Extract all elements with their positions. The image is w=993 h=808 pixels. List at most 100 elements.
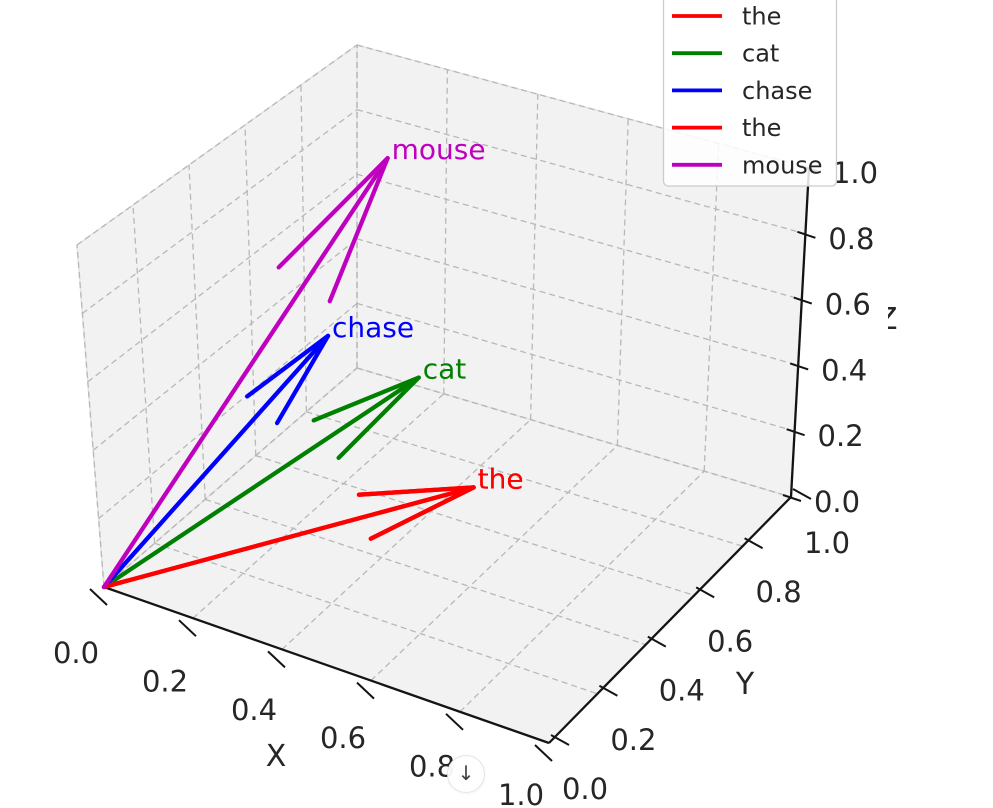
- x-tick-label: 0.6: [320, 721, 366, 755]
- z-tick-label: 0.6: [825, 288, 871, 322]
- grid-floor-y: [255, 454, 695, 597]
- legend: the cat chase the mouse: [662, 0, 838, 187]
- grid-floor-y: [306, 411, 743, 547]
- grid-floor-x: [370, 444, 618, 682]
- grid-floor-y: [154, 542, 598, 695]
- z-axis-spine: [789, 167, 811, 498]
- vector-arrow-mouse: [101, 156, 390, 590]
- arrow-head-barb: [368, 485, 476, 541]
- legend-label: the: [742, 3, 781, 31]
- x-tick-mark: [267, 650, 286, 669]
- word-label-chase: chase: [332, 311, 414, 344]
- legend-entry: the: [672, 3, 781, 31]
- z-tick-mark: [782, 494, 802, 502]
- arrow-shaft: [101, 156, 390, 590]
- arrow-head-barb: [327, 156, 390, 304]
- arrow-head-barb: [356, 485, 476, 497]
- legend-label: cat: [742, 40, 779, 68]
- x-tick-label: 1.0: [498, 778, 544, 808]
- z-tick-label: 0.8: [828, 222, 874, 256]
- grid-leftwall-y: [188, 164, 206, 500]
- z-tick-mark: [793, 296, 813, 305]
- y-axis-spine: [548, 496, 792, 744]
- legend-label: mouse: [742, 151, 823, 179]
- y-tick-label: 1.0: [804, 526, 850, 560]
- grid-floor-x: [281, 419, 532, 650]
- grid-leftwall-z: [87, 173, 358, 383]
- word-label-the: the: [478, 462, 524, 495]
- word-label-mouse: mouse: [392, 133, 486, 166]
- grid-leftwall-z: [76, 44, 358, 246]
- legend-entry: cat: [672, 40, 779, 68]
- z-tick-mark: [789, 362, 809, 371]
- y-tick-label: 0.2: [610, 723, 656, 757]
- z-tick-label: 1.0: [832, 156, 878, 190]
- grid-backwall-x: [616, 118, 629, 446]
- z-tick-label: 0.4: [821, 353, 867, 387]
- arrow-shaft: [101, 333, 331, 590]
- grid-floor-y: [204, 498, 647, 646]
- z-tick-label: 0.2: [818, 419, 864, 453]
- x-axis-title: X: [266, 739, 287, 774]
- grid-leftwall-y: [300, 84, 308, 412]
- grid-leftwall-y: [132, 204, 156, 544]
- x-tick-mark: [356, 681, 375, 700]
- z-tick-mark: [786, 428, 805, 437]
- y-tick-mark: [695, 586, 715, 599]
- arrow-head-barb: [276, 156, 390, 270]
- grid-backwall-z: [356, 173, 802, 301]
- z-tick-mark: [797, 230, 816, 239]
- y-tick-mark: [598, 684, 618, 697]
- legend-entry: the: [672, 114, 781, 142]
- z-axis-title: Z: [877, 302, 898, 337]
- legend-entry: mouse: [672, 151, 823, 179]
- legend-label: chase: [742, 77, 812, 105]
- grid-backwall-z: [356, 238, 799, 367]
- y-tick-label: 0.8: [756, 575, 802, 609]
- y-tick-label: 0.6: [707, 624, 753, 658]
- y-axis-title: Y: [735, 667, 755, 702]
- x-axis-spine: [103, 585, 550, 745]
- x-tick-mark: [178, 619, 197, 637]
- x-tick-label: 0.4: [231, 693, 277, 727]
- scroll-down-button[interactable]: ↓: [447, 755, 485, 793]
- grid-backwall-z: [356, 108, 806, 235]
- y-tick-mark: [792, 488, 812, 500]
- grid-leftwall-z: [82, 109, 358, 314]
- z-tick-label: 0.0: [814, 485, 860, 519]
- arrow-shaft: [101, 485, 476, 590]
- axis-ticks-and-labels: 0.00.00.00.20.20.20.40.40.40.60.60.60.80…: [53, 156, 878, 808]
- x-tick-label: 0.2: [142, 664, 188, 698]
- x-tick-mark: [445, 713, 464, 731]
- arrow-down-icon: ↓: [457, 761, 475, 785]
- y-tick-mark: [550, 734, 570, 746]
- arrow-shaft: [101, 375, 421, 590]
- x-tick-mark: [89, 588, 108, 606]
- y-tick-label: 0.4: [659, 674, 705, 708]
- word-vector-arrows: [101, 156, 476, 590]
- arrow-head-barb: [311, 375, 421, 423]
- axis-spines: [103, 167, 811, 745]
- word-label-cat: cat: [423, 353, 467, 386]
- x-tick-label: 0.0: [53, 636, 99, 670]
- legend-entry: chase: [672, 77, 812, 105]
- y-tick-mark: [744, 537, 764, 550]
- y-tick-label: 0.0: [562, 772, 608, 806]
- legend-box: [662, 0, 838, 187]
- grid-floor-y: [356, 367, 792, 498]
- grid-floor-x: [459, 470, 705, 713]
- grid-floor-x: [192, 393, 445, 619]
- x-tick-mark: [534, 744, 553, 762]
- grid-backwall-x: [443, 69, 449, 394]
- vector-arrow-the: [101, 485, 476, 590]
- grid-backwall-x: [529, 94, 539, 420]
- grid-leftwall-z: [98, 302, 358, 520]
- legend-label: the: [742, 114, 781, 142]
- grid-backwall-x: [703, 143, 720, 472]
- arrow-head-barb: [274, 333, 331, 426]
- grid-backwall-z: [356, 302, 795, 432]
- arrow-head-barb: [336, 375, 421, 461]
